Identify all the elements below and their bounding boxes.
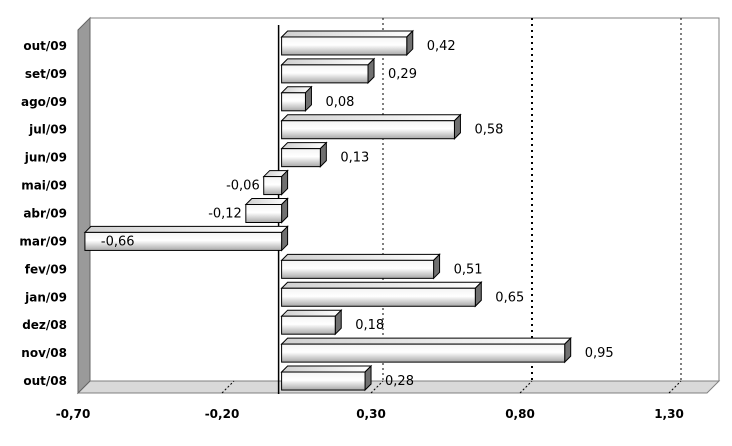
- bar-front-face: [281, 371, 366, 391]
- y-tick-label: set/09: [25, 67, 67, 81]
- data-label: 0,18: [355, 318, 384, 333]
- x-tick-label: 1,30: [654, 407, 684, 421]
- x-tick-label: 0,80: [505, 407, 535, 421]
- bar-top-face: [83, 225, 289, 233]
- bar-dez/08: [280, 308, 343, 336]
- y-tick-label: fev/09: [25, 262, 67, 276]
- data-label: 0,28: [385, 374, 414, 389]
- data-label: 0,08: [325, 95, 354, 110]
- y-tick-label: mar/09: [19, 234, 67, 248]
- y-tick-label: out/09: [23, 39, 67, 53]
- data-label: 0,65: [495, 290, 524, 305]
- bar-front-face: [84, 231, 283, 251]
- y-tick-label: jul/09: [28, 123, 67, 137]
- data-label: -0,66: [101, 234, 135, 249]
- bar-front-face: [281, 36, 408, 56]
- bar-top-face: [280, 253, 441, 261]
- y-tick-label: ago/09: [21, 95, 67, 109]
- bar-front-face: [281, 287, 476, 307]
- bar-ago/09: [280, 85, 313, 113]
- x-tick-label: 0,30: [356, 407, 386, 421]
- data-label: -0,06: [226, 179, 260, 194]
- bar-top-face: [280, 365, 373, 373]
- bar-front-face: [281, 92, 306, 112]
- plot-area: 0,42 out/09 0,29 set/09 0,08 ago/09 0,58 jul/09…: [19, 16, 721, 421]
- x-tick-label: -0,70: [56, 407, 91, 421]
- bar-jan/09: [280, 281, 483, 308]
- bar-jul/09: [280, 113, 462, 140]
- data-label: 0,95: [585, 346, 614, 361]
- floor-tick-mark: [221, 380, 235, 394]
- bar-front-face: [281, 64, 369, 84]
- bar-jun/09: [280, 141, 328, 168]
- y-tick-label: nov/08: [21, 346, 67, 360]
- bar-top-face: [280, 309, 343, 317]
- bar-nov/08: [280, 336, 572, 364]
- y-tick-label: jun/09: [24, 151, 67, 165]
- bar-front-face: [281, 315, 336, 335]
- bar-mai/09: [262, 169, 289, 196]
- data-label: -0,12: [208, 207, 242, 222]
- bar-fev/09: [280, 253, 441, 280]
- data-label: 0,13: [340, 151, 369, 166]
- bar-front-face: [281, 120, 455, 140]
- y-tick-label: abr/09: [23, 207, 67, 221]
- reference-line-floor: [668, 380, 682, 394]
- data-label: 0,42: [427, 39, 456, 54]
- bar-top-face: [280, 142, 328, 150]
- data-label: 0,29: [388, 67, 417, 82]
- reference-line-floor: [370, 380, 384, 394]
- bar-top-face: [280, 30, 414, 38]
- bar-top-face: [280, 337, 572, 345]
- bar-front-face: [281, 343, 566, 363]
- data-label: 0,58: [474, 123, 503, 138]
- y-tick-label: jan/09: [24, 290, 67, 304]
- bar-front-face: [245, 204, 283, 223]
- y-tick-label: dez/08: [22, 318, 67, 332]
- bar-top-face: [244, 198, 289, 205]
- y-tick-label: out/08: [23, 374, 67, 388]
- reference-line-floor: [519, 380, 533, 394]
- bar-top-face: [280, 281, 483, 289]
- x-tick-label: -0,20: [205, 407, 240, 421]
- bar-top-face: [280, 114, 462, 122]
- bar-top-face: [280, 58, 376, 66]
- bar-front-face: [281, 148, 321, 168]
- bar-set/09: [280, 57, 376, 85]
- bar-out/08: [280, 364, 373, 392]
- bar-front-face: [263, 176, 283, 196]
- bar-mar/09: [83, 225, 289, 252]
- y-tick-label: mai/09: [21, 179, 67, 193]
- bar-front-face: [281, 259, 435, 279]
- data-label: 0,51: [454, 262, 483, 277]
- side-wall: [77, 16, 91, 395]
- bar-abr/09: [244, 197, 289, 224]
- bar-out/09: [280, 29, 414, 57]
